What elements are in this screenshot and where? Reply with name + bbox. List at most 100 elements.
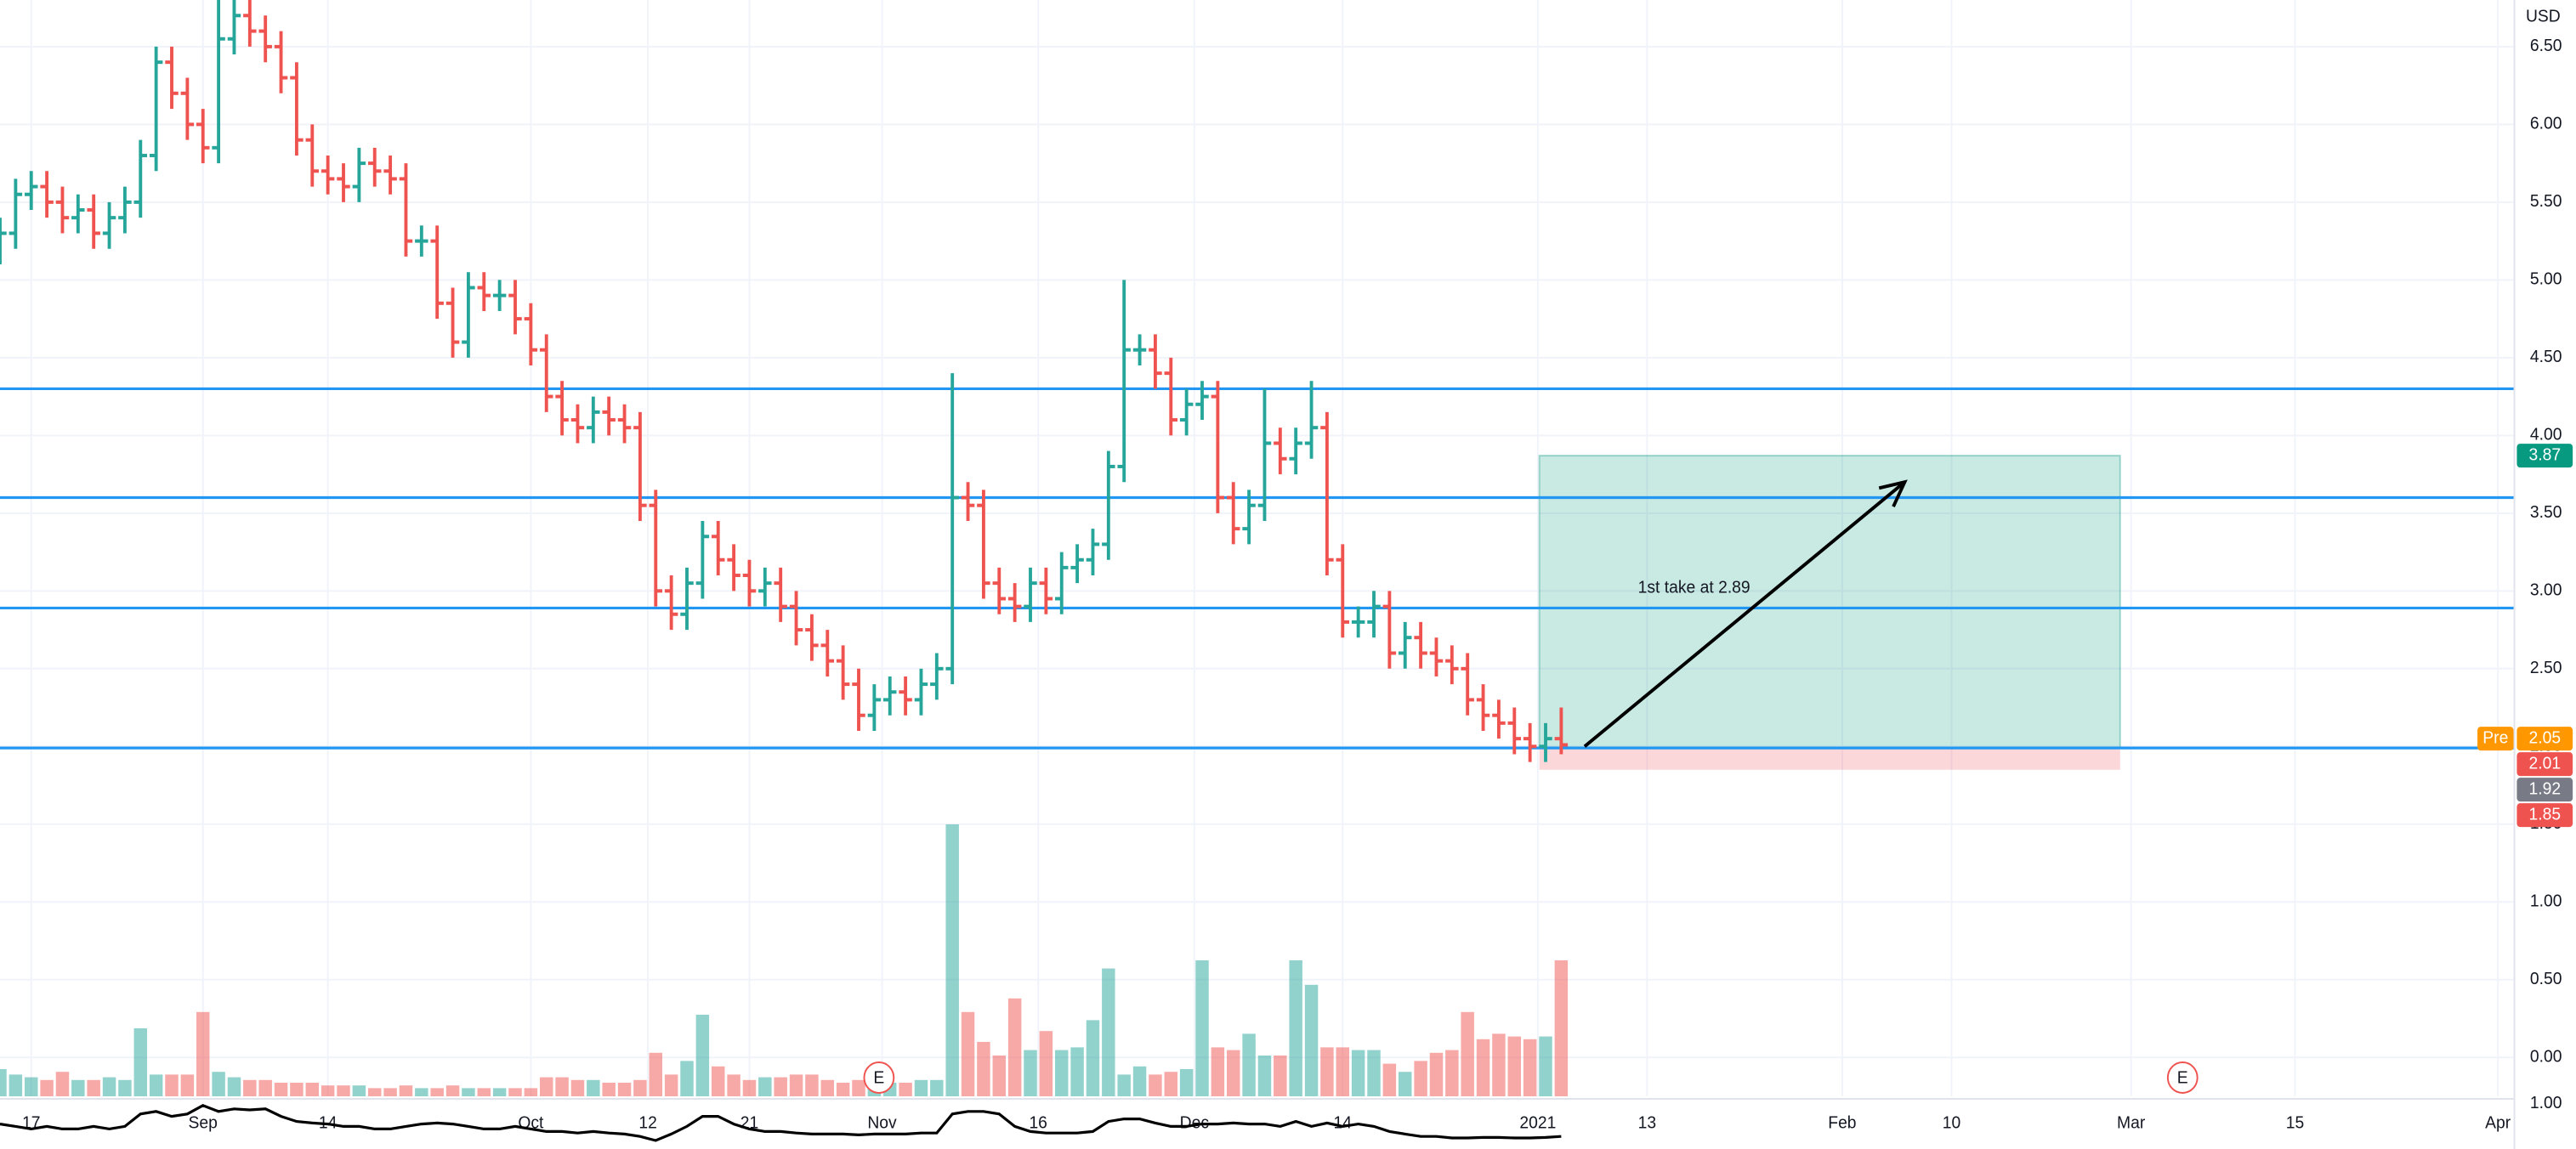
volume-bar [87,1079,100,1096]
volume-bar [961,1011,975,1096]
volume-bar [1507,1036,1522,1096]
volume-bar [758,1077,772,1096]
volume-bar [1476,1039,1490,1096]
volume-bar [462,1088,475,1096]
volume-bar [9,1074,23,1096]
volume-bar [1086,1020,1100,1096]
volume-bar [71,1079,85,1096]
earnings-marker[interactable] [863,1061,895,1094]
volume-bar [1024,1050,1037,1096]
price-tag [2516,727,2573,751]
y-tick-label: 6.00 [2530,114,2562,133]
volume-bar [290,1083,304,1096]
earnings-marker[interactable] [2166,1061,2199,1094]
volume-bar [415,1088,428,1096]
volume-bar [1195,960,1209,1096]
volume-bar [337,1085,350,1096]
volume-bar [602,1083,616,1096]
y-tick-label: 5.00 [2530,269,2562,288]
volume-bar [149,1074,163,1096]
volume-bar [992,1056,1007,1096]
volume-bar [930,1079,944,1096]
y-tick-label: 3.50 [2530,503,2562,522]
x-tick-label: 15 [2286,1113,2305,1132]
volume-bar [1039,1031,1053,1096]
volume-bar [1429,1052,1444,1096]
x-tick-label: 13 [1638,1113,1657,1132]
price-tag-label: 1.85 [2528,805,2561,824]
volume-bar [1445,1050,1459,1096]
volume-bar [852,1079,865,1096]
volume-bar [555,1077,569,1096]
volume-bar [727,1074,740,1096]
volume-bar [789,1074,803,1096]
volume-bar [1351,1050,1365,1096]
x-tick-label: 10 [1943,1113,1961,1132]
y-tick-label: 0.00 [2530,1047,2562,1066]
y-tick-label: 0.50 [2530,970,2562,988]
volume-bar [305,1083,320,1096]
volume-bar [40,1079,54,1096]
x-tick-label: 14 [1334,1113,1353,1132]
volume-bar [102,1077,116,1096]
volume-bar [680,1061,694,1096]
volume-bar [1055,1050,1069,1096]
volume-bar [977,1042,990,1096]
profit-zone [1538,455,2121,750]
y-tick-label: 1.00 [2530,891,2562,910]
stop-zone [1539,748,2120,770]
volume-bar [24,1077,38,1096]
volume-bar [1320,1047,1334,1096]
volume-bar [914,1079,928,1096]
volume-bar [820,1079,835,1096]
volume-bar [836,1083,850,1096]
volume-bar [258,1079,272,1096]
volume-bar [0,1069,7,1096]
volume-bar [477,1088,491,1096]
volume-bar [1492,1033,1506,1096]
x-tick-label: Sep [189,1113,218,1132]
volume-bar [587,1079,600,1096]
volume-bar [1132,1066,1147,1096]
volume-bar [1461,1011,1474,1096]
earnings-label: E [2177,1068,2188,1087]
volume-bar [1227,1050,1240,1096]
volume-bar [712,1066,725,1096]
volume-bar [399,1085,413,1096]
volume-bar [1164,1072,1178,1096]
volume-bar [1304,984,1319,1096]
y-tick-label: 3.00 [2530,580,2562,599]
volume-bar [695,1015,710,1096]
y-tick-label: 2.50 [2530,659,2562,677]
volume-bar [196,1011,210,1096]
earnings-label: E [873,1068,884,1087]
price-tag [2516,803,2573,828]
price-tag-prefix-box [2477,727,2514,751]
volume-bar [180,1074,195,1096]
x-tick-label: Nov [867,1113,897,1132]
volume-bar [1179,1069,1194,1096]
volume-bar [1399,1072,1412,1096]
volume-bar [617,1083,632,1096]
volume-bar [508,1088,522,1096]
volume-bar [321,1085,335,1096]
volume-bar [383,1088,397,1096]
arrow-line [1583,480,1906,748]
volume-bar [1289,960,1302,1096]
volume-bar [664,1074,678,1096]
volume-bar [774,1077,787,1096]
volume-bar [1242,1033,1256,1096]
volume-bar [1382,1063,1397,1096]
price-tag [2516,752,2573,777]
volume-bar [445,1085,460,1096]
indicator-tick-label: 1.00 [2530,1094,2562,1112]
volume-bar [212,1072,225,1096]
volume-bar [133,1028,148,1096]
price-tag-label: 1.92 [2528,779,2561,798]
volume-bar [1070,1047,1084,1096]
volume-bar [945,824,959,1096]
indicator-line [0,1104,1562,1142]
